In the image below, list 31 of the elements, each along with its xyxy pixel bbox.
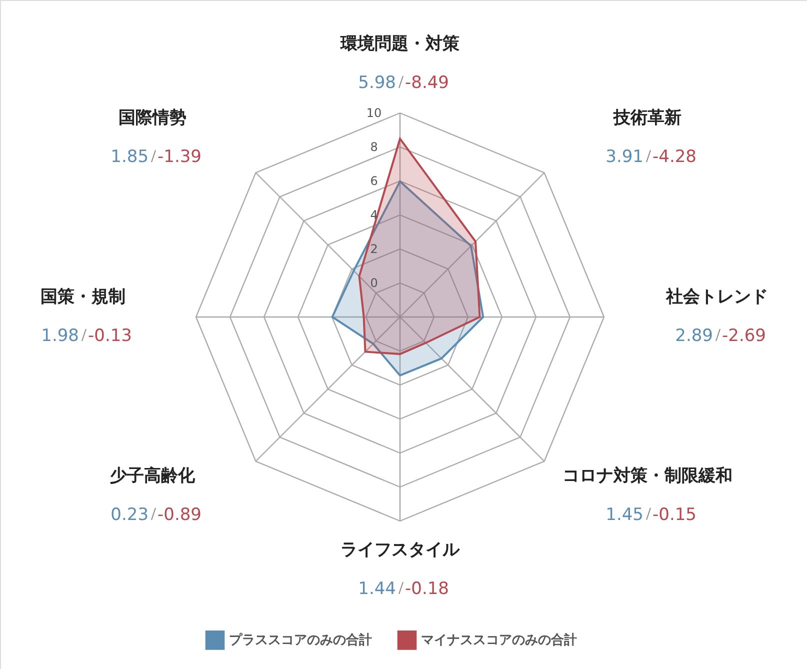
text: 1.85: [110, 147, 149, 168]
spoke-label: 社会トレンド: [665, 287, 768, 307]
y-tick-label: 10: [366, 106, 382, 120]
legend-label: プラススコアのみの合計: [229, 632, 372, 648]
text: -1.39: [158, 147, 202, 168]
spoke-label: コロナ対策・制限緩和: [562, 466, 732, 486]
text: -4.28: [652, 147, 696, 168]
text: -0.18: [405, 579, 449, 599]
y-tick-label: 0: [370, 276, 378, 290]
text: 5.98: [358, 73, 396, 93]
text: -2.69: [722, 326, 766, 346]
text: 3.91: [606, 147, 644, 168]
text: -0.89: [158, 504, 202, 525]
spoke-label: 技術革新: [612, 108, 682, 128]
text: -0.15: [652, 504, 696, 525]
spoke-label: ライフスタイル: [340, 540, 460, 560]
text: 2.89: [675, 326, 713, 346]
spoke-label: 少子高齢化: [110, 466, 196, 486]
text: 1.45: [606, 504, 644, 525]
text: 0.23: [110, 504, 149, 525]
spoke-label: 環境問題・対策: [340, 34, 460, 54]
y-tick-label: 8: [370, 140, 378, 154]
text: -8.49: [405, 73, 449, 93]
text: -0.13: [88, 326, 132, 346]
text: 1.44: [358, 579, 396, 599]
spoke-label: 国策・規制: [40, 287, 126, 307]
text: 1.98: [41, 326, 79, 346]
y-tick-label: 6: [370, 174, 378, 188]
y-tick-label: 2: [370, 242, 378, 256]
spoke-label: 国際情勢: [118, 108, 187, 128]
legend-label: マイナススコアのみの合計: [421, 632, 577, 648]
